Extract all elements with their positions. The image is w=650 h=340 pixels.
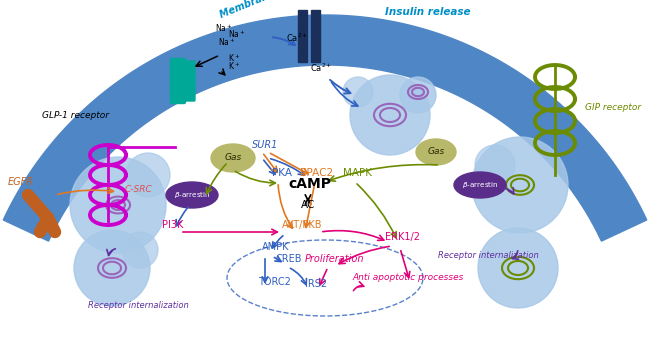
Circle shape <box>74 230 150 306</box>
Circle shape <box>472 137 568 233</box>
FancyBboxPatch shape <box>185 61 195 101</box>
Ellipse shape <box>166 182 218 208</box>
Text: MAPK: MAPK <box>343 168 372 178</box>
Ellipse shape <box>416 139 456 165</box>
Circle shape <box>126 153 170 197</box>
Text: Na$^+$: Na$^+$ <box>215 22 233 34</box>
Ellipse shape <box>211 144 255 172</box>
Text: Gas: Gas <box>224 153 242 163</box>
Text: K$^+$: K$^+$ <box>228 52 240 64</box>
Text: Na$^+$: Na$^+$ <box>218 36 235 48</box>
Ellipse shape <box>454 172 506 198</box>
Text: Na$^+$: Na$^+$ <box>228 28 246 40</box>
Text: Insulin release: Insulin release <box>385 7 471 17</box>
Text: CREB: CREB <box>275 254 302 264</box>
Polygon shape <box>3 15 647 241</box>
Text: EPAC2: EPAC2 <box>300 168 333 178</box>
Circle shape <box>343 77 373 107</box>
Text: C-SRC: C-SRC <box>125 185 153 194</box>
Text: AC: AC <box>301 200 315 210</box>
Text: IRS2: IRS2 <box>305 279 327 289</box>
Circle shape <box>478 228 558 308</box>
Text: cAMP: cAMP <box>289 177 332 191</box>
Text: Ca$^{2+}$: Ca$^{2+}$ <box>310 62 332 74</box>
FancyBboxPatch shape <box>170 58 185 103</box>
Text: $\beta$-arrestin: $\beta$-arrestin <box>174 190 211 200</box>
Text: Receptor internalization: Receptor internalization <box>88 301 188 310</box>
FancyBboxPatch shape <box>311 10 320 62</box>
Text: TORC2: TORC2 <box>258 277 291 287</box>
Text: AKT/PKB: AKT/PKB <box>282 220 322 230</box>
Text: PKA: PKA <box>272 168 292 178</box>
Text: Ca$^{2+}$: Ca$^{2+}$ <box>286 32 308 44</box>
Text: Receptor internalization: Receptor internalization <box>438 251 539 260</box>
Text: AMPK: AMPK <box>262 242 289 252</box>
Text: Membrane depolarization: Membrane depolarization <box>218 0 353 20</box>
FancyBboxPatch shape <box>298 10 307 62</box>
Text: Anti apoptotic processes: Anti apoptotic processes <box>352 273 463 282</box>
Text: SUR1: SUR1 <box>252 140 278 150</box>
Circle shape <box>350 75 430 155</box>
Text: PI3K: PI3K <box>162 220 183 230</box>
Text: K$^+$: K$^+$ <box>228 60 240 72</box>
Text: GIP receptor: GIP receptor <box>585 103 641 112</box>
Text: ERK1/2: ERK1/2 <box>385 232 420 242</box>
Circle shape <box>70 157 166 253</box>
Text: Proliferation: Proliferation <box>305 254 365 264</box>
Text: $\beta$-arrestin: $\beta$-arrestin <box>462 180 499 190</box>
Text: EGFR: EGFR <box>8 177 34 187</box>
Circle shape <box>400 77 436 113</box>
Circle shape <box>475 145 515 185</box>
Text: GLP-1 receptor: GLP-1 receptor <box>42 111 109 120</box>
Text: Gas: Gas <box>428 148 445 156</box>
Circle shape <box>122 232 158 268</box>
